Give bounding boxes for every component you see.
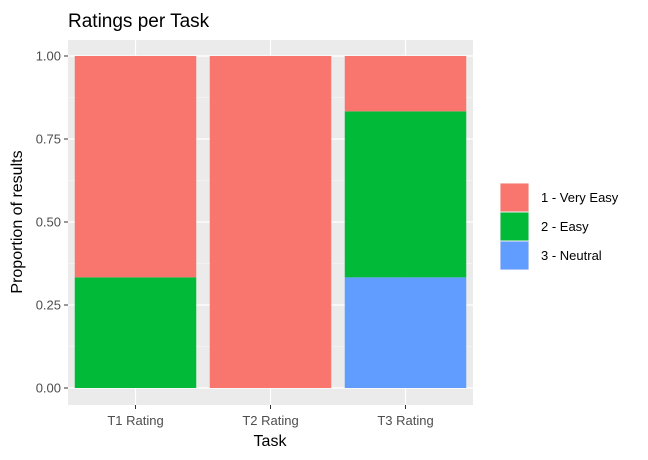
y-axis-ticks: 0.00 0.25 0.50 0.75 1.00 [36, 49, 68, 396]
y-tick-label: 1.00 [36, 49, 61, 64]
bar-segment [344, 111, 467, 278]
bar-segment [344, 277, 467, 388]
y-axis-title: Proportion of results [9, 150, 26, 293]
bar-segment [74, 277, 197, 388]
y-tick-label: 0.75 [36, 132, 61, 147]
legend-swatch [500, 241, 529, 270]
x-tick-label: T1 Rating [107, 413, 163, 428]
bar-segment [74, 56, 197, 278]
legend-label: 3 - Neutral [541, 248, 602, 263]
legend-swatch [500, 212, 529, 241]
legend-label: 1 - Very Easy [541, 190, 619, 205]
legend: 1 - Very Easy 2 - Easy 3 - Neutral [500, 183, 619, 270]
y-tick-label: 0.00 [36, 381, 61, 396]
x-tick-label: T3 Rating [377, 413, 433, 428]
x-axis-title: Task [254, 433, 288, 450]
bar-segment [344, 56, 467, 112]
x-tick-label: T2 Rating [242, 413, 298, 428]
legend-swatch [500, 183, 529, 212]
bars [74, 56, 467, 388]
chart-title: Ratings per Task [68, 11, 210, 32]
legend-label: 2 - Easy [541, 219, 589, 234]
y-tick-label: 0.25 [36, 298, 61, 313]
y-tick-label: 0.50 [36, 215, 61, 230]
bar-segment [209, 56, 332, 388]
x-axis-ticks: T1 Rating T2 Rating T3 Rating [107, 405, 434, 428]
